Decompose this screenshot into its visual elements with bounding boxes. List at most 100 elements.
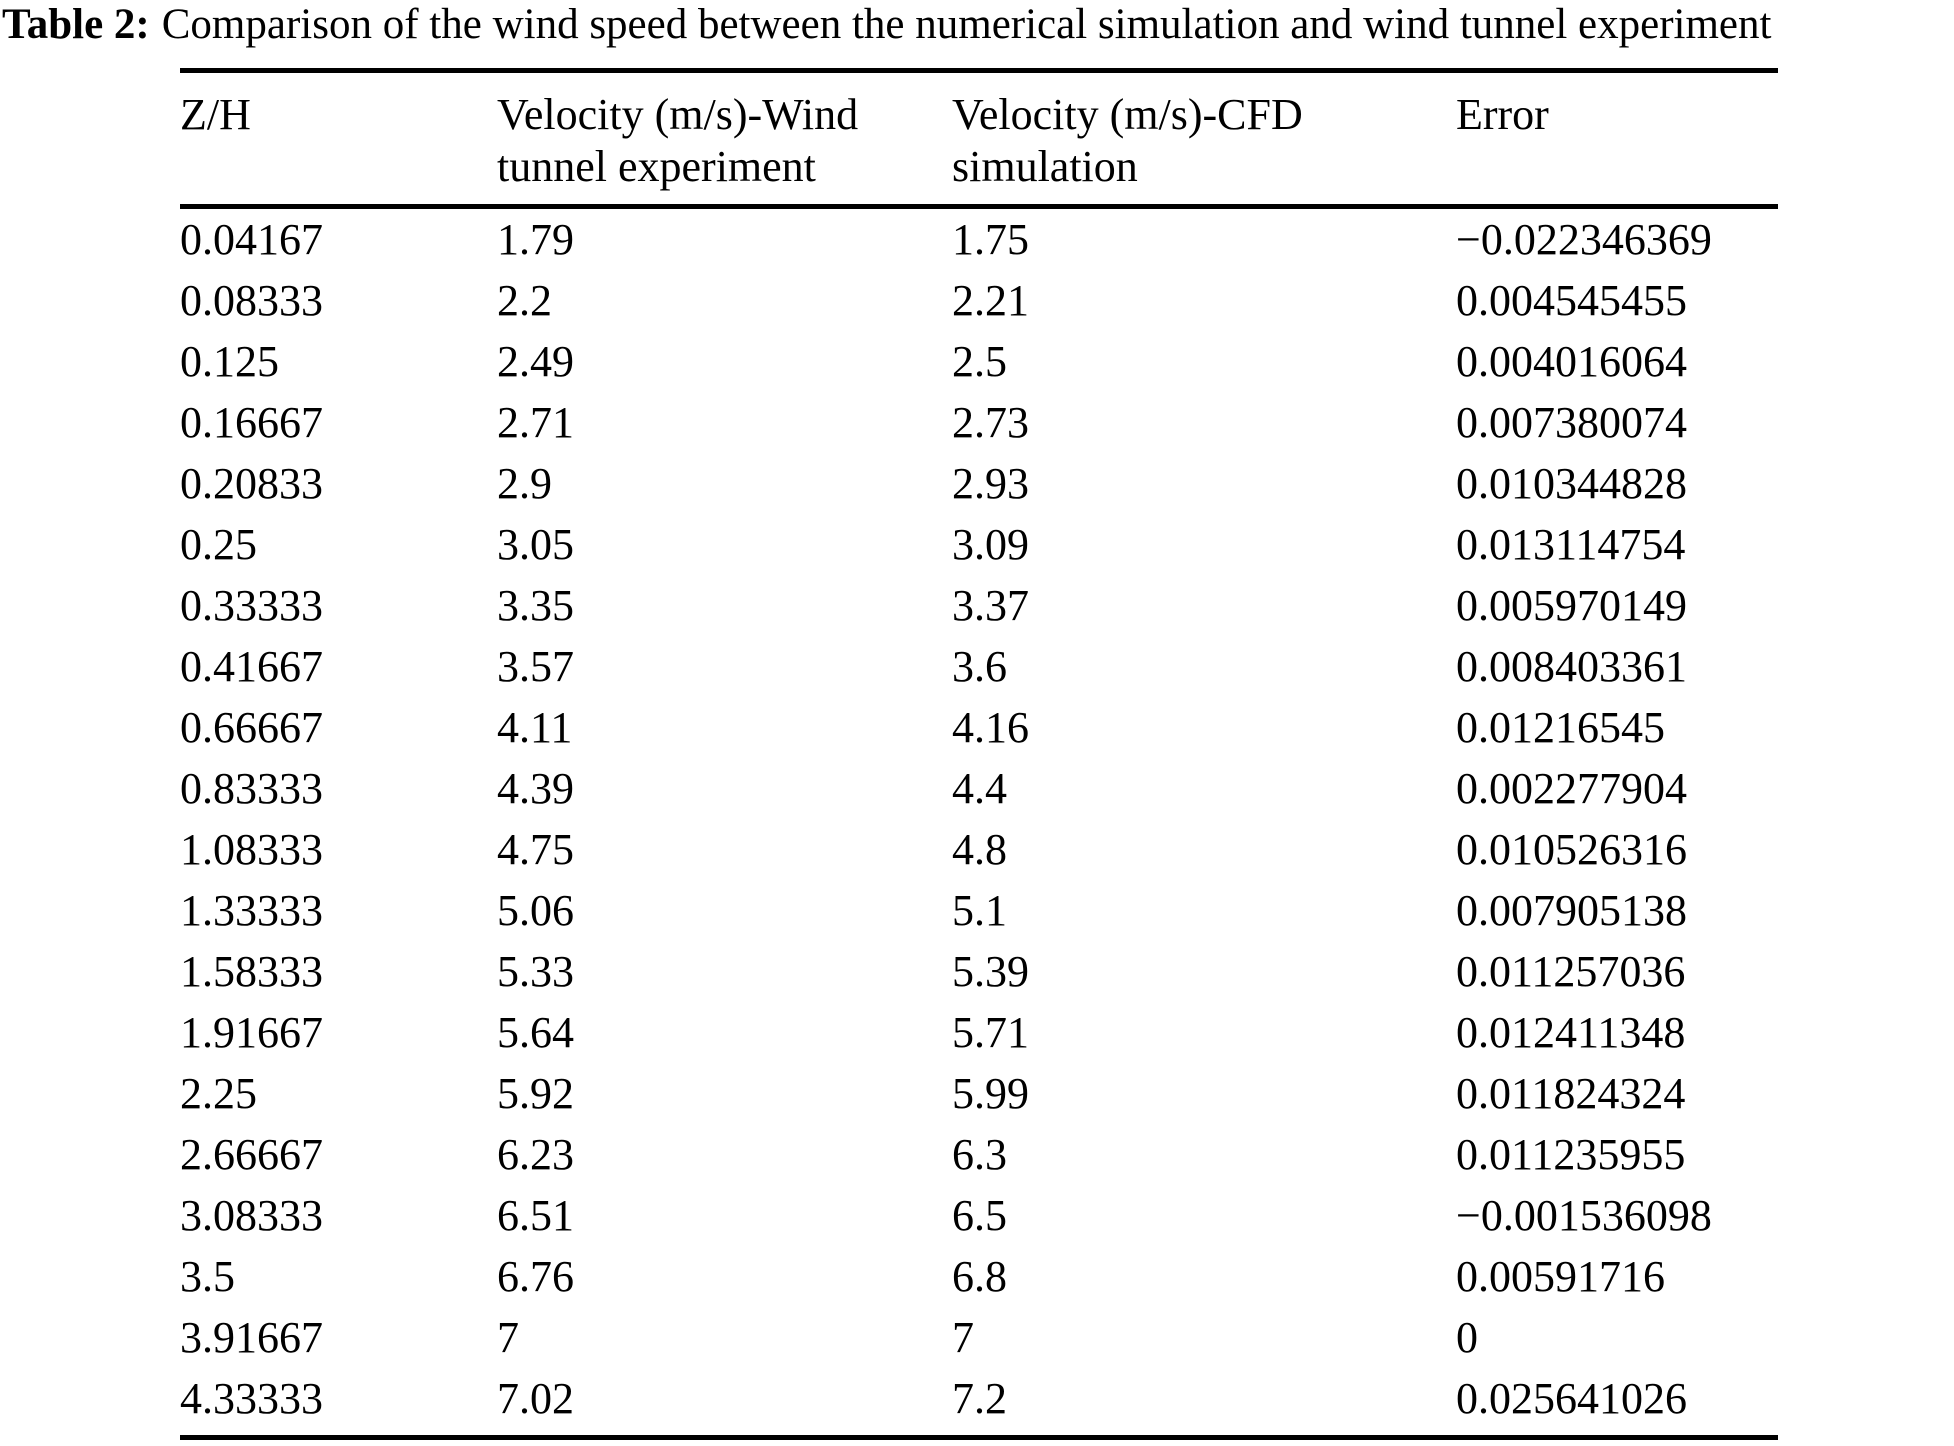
- cell-error: 0.010526316: [1456, 825, 1687, 874]
- cell-velocity-cfd: 2.73: [952, 398, 1029, 447]
- table-row: 3.5 6.76 6.8 0.00591716: [180, 1246, 1778, 1307]
- table-row: 2.25 5.92 5.99 0.011824324: [180, 1063, 1778, 1124]
- cell-zh: 1.58333: [180, 947, 323, 996]
- cell-zh: 0.16667: [180, 398, 323, 447]
- cell-velocity-cfd: 5.1: [952, 886, 1007, 935]
- cell-error: −0.022346369: [1456, 215, 1712, 264]
- table-row: 0.04167 1.79 1.75 −0.022346369: [180, 207, 1778, 271]
- cell-error: 0.011257036: [1456, 947, 1686, 996]
- table-body: 0.04167 1.79 1.75 −0.022346369 0.08333 2…: [180, 207, 1778, 1438]
- cell-error: 0.012411348: [1456, 1008, 1686, 1057]
- cell-error: 0.008403361: [1456, 642, 1687, 691]
- cell-zh: 0.83333: [180, 764, 323, 813]
- cell-velocity-cfd: 2.21: [952, 276, 1029, 325]
- cell-error: 0.025641026: [1456, 1374, 1687, 1423]
- cell-error: 0.005970149: [1456, 581, 1687, 630]
- cell-velocity-wind-tunnel: 7.02: [497, 1374, 574, 1423]
- cell-error: 0.011824324: [1456, 1069, 1686, 1118]
- cell-zh: 3.08333: [180, 1191, 323, 1240]
- cell-zh: 1.33333: [180, 886, 323, 935]
- column-header-velocity-cfd: Velocity (m/s)-CFD simulation: [952, 70, 1456, 209]
- cell-zh: 0.08333: [180, 276, 323, 325]
- cell-velocity-cfd: 2.93: [952, 459, 1029, 508]
- cell-velocity-cfd: 4.16: [952, 703, 1029, 752]
- wind-speed-comparison-table: Z/H Velocity (m/s)-Wind tunnel experimen…: [180, 68, 1778, 1440]
- cell-velocity-wind-tunnel: 2.71: [497, 398, 574, 447]
- cell-velocity-cfd: 6.5: [952, 1191, 1007, 1240]
- cell-velocity-wind-tunnel: 5.06: [497, 886, 574, 935]
- cell-zh: 2.25: [180, 1069, 257, 1118]
- column-header-zh: Z/H: [180, 70, 497, 209]
- cell-velocity-cfd: 1.75: [952, 215, 1029, 264]
- table-row: 0.16667 2.71 2.73 0.007380074: [180, 392, 1778, 453]
- cell-zh: 4.33333: [180, 1374, 323, 1423]
- cell-velocity-wind-tunnel: 4.39: [497, 764, 574, 813]
- cell-velocity-wind-tunnel: 2.2: [497, 276, 552, 325]
- table-row: 0.25 3.05 3.09 0.013114754: [180, 514, 1778, 575]
- table-caption-label: Table 2:: [2, 1, 150, 48]
- cell-velocity-cfd: 6.8: [952, 1252, 1007, 1301]
- cell-velocity-wind-tunnel: 5.92: [497, 1069, 574, 1118]
- cell-velocity-wind-tunnel: 6.51: [497, 1191, 574, 1240]
- table-row: 1.33333 5.06 5.1 0.007905138: [180, 880, 1778, 941]
- cell-zh: 0.66667: [180, 703, 323, 752]
- cell-velocity-cfd: 2.5: [952, 337, 1007, 386]
- cell-zh: 0.20833: [180, 459, 323, 508]
- cell-error: 0.004545455: [1456, 276, 1687, 325]
- table-row: 1.91667 5.64 5.71 0.012411348: [180, 1002, 1778, 1063]
- cell-velocity-cfd: 3.6: [952, 642, 1007, 691]
- cell-zh: 1.91667: [180, 1008, 323, 1057]
- cell-error: 0.010344828: [1456, 459, 1687, 508]
- cell-zh: 0.33333: [180, 581, 323, 630]
- cell-error: 0.011235955: [1456, 1130, 1686, 1179]
- cell-zh: 0.04167: [180, 215, 323, 264]
- cell-velocity-wind-tunnel: 4.11: [497, 703, 573, 752]
- table-row: 0.125 2.49 2.5 0.004016064: [180, 331, 1778, 392]
- cell-error: 0.00591716: [1456, 1252, 1665, 1301]
- cell-velocity-cfd: 3.09: [952, 520, 1029, 569]
- cell-velocity-cfd: 4.4: [952, 764, 1007, 813]
- table-caption: Table 2: Comparison of the wind speed bet…: [2, 0, 1771, 49]
- cell-error: 0.01216545: [1456, 703, 1665, 752]
- cell-velocity-wind-tunnel: 4.75: [497, 825, 574, 874]
- cell-velocity-cfd: 4.8: [952, 825, 1007, 874]
- cell-zh: 0.41667: [180, 642, 323, 691]
- cell-zh: 2.66667: [180, 1130, 323, 1179]
- cell-zh: 3.5: [180, 1252, 235, 1301]
- header-row: Z/H Velocity (m/s)-Wind tunnel experimen…: [180, 70, 1778, 209]
- cell-error: 0.013114754: [1456, 520, 1686, 569]
- table-caption-text: Comparison of the wind speed between the…: [161, 1, 1772, 48]
- cell-error: 0.007380074: [1456, 398, 1687, 447]
- cell-zh: 1.08333: [180, 825, 323, 874]
- cell-zh: 0.25: [180, 520, 257, 569]
- cell-velocity-cfd: 5.39: [952, 947, 1029, 996]
- table-row: 1.58333 5.33 5.39 0.011257036: [180, 941, 1778, 1002]
- table-row: 1.08333 4.75 4.8 0.010526316: [180, 819, 1778, 880]
- cell-velocity-cfd: 7: [952, 1313, 974, 1362]
- cell-velocity-wind-tunnel: 7: [497, 1313, 519, 1362]
- cell-velocity-wind-tunnel: 2.9: [497, 459, 552, 508]
- table-row: 3.91667 7 7 0: [180, 1307, 1778, 1368]
- cell-velocity-wind-tunnel: 3.05: [497, 520, 574, 569]
- table-row: 0.08333 2.2 2.21 0.004545455: [180, 270, 1778, 331]
- cell-velocity-cfd: 7.2: [952, 1374, 1007, 1423]
- table-row: 0.66667 4.11 4.16 0.01216545: [180, 697, 1778, 758]
- cell-error: 0: [1456, 1313, 1478, 1362]
- table-row: 4.33333 7.02 7.2 0.025641026: [180, 1368, 1778, 1438]
- cell-velocity-cfd: 5.99: [952, 1069, 1029, 1118]
- table-row: 0.83333 4.39 4.4 0.002277904: [180, 758, 1778, 819]
- cell-error: 0.004016064: [1456, 337, 1687, 386]
- cell-velocity-wind-tunnel: 3.57: [497, 642, 574, 691]
- table-row: 3.08333 6.51 6.5 −0.001536098: [180, 1185, 1778, 1246]
- cell-error: 0.007905138: [1456, 886, 1687, 935]
- cell-velocity-wind-tunnel: 2.49: [497, 337, 574, 386]
- cell-velocity-cfd: 6.3: [952, 1130, 1007, 1179]
- cell-velocity-cfd: 5.71: [952, 1008, 1029, 1057]
- cell-error: 0.002277904: [1456, 764, 1687, 813]
- table-row: 2.66667 6.23 6.3 0.011235955: [180, 1124, 1778, 1185]
- cell-velocity-wind-tunnel: 6.76: [497, 1252, 574, 1301]
- column-header-velocity-wind-tunnel: Velocity (m/s)-Wind tunnel experiment: [497, 70, 952, 209]
- cell-velocity-wind-tunnel: 1.79: [497, 215, 574, 264]
- table-row: 0.41667 3.57 3.6 0.008403361: [180, 636, 1778, 697]
